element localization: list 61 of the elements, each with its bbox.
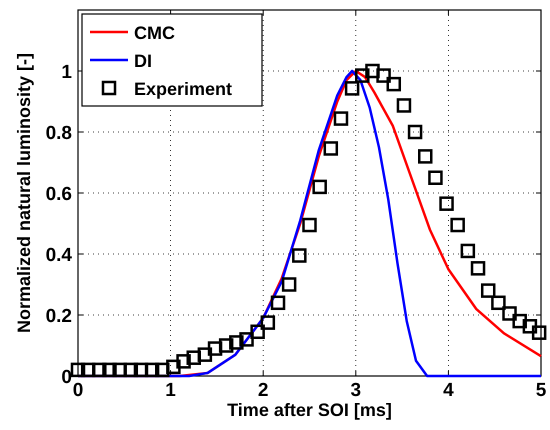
point [144, 362, 160, 378]
point [396, 98, 412, 113]
point [439, 196, 454, 211]
point [470, 261, 486, 276]
point [102, 362, 117, 378]
point [365, 64, 380, 78]
point [450, 218, 465, 232]
point [522, 319, 538, 334]
x-tick-label: 2 [258, 380, 268, 401]
point [198, 347, 212, 362]
x-tick-label: 1 [165, 380, 176, 401]
point [186, 350, 201, 365]
point [239, 332, 254, 347]
point [92, 362, 107, 378]
y-tick-label: 0.8 [46, 123, 72, 144]
point [250, 324, 265, 340]
point [344, 81, 360, 96]
legend-label: DI [134, 51, 152, 71]
point [282, 277, 296, 292]
point [229, 335, 244, 350]
point [218, 338, 234, 353]
point [292, 248, 307, 263]
point [80, 362, 96, 378]
x-tick-label: 5 [536, 380, 547, 401]
point [428, 170, 443, 185]
point [408, 124, 422, 140]
y-tick-label: 0.4 [46, 245, 72, 266]
point [176, 354, 191, 369]
x-tick-label: 3 [350, 380, 362, 401]
point [491, 296, 506, 310]
y-tick-label: 0 [61, 367, 72, 388]
y-tick-label: 0.6 [46, 184, 72, 205]
point [460, 244, 476, 258]
point [334, 111, 348, 126]
point [512, 314, 527, 328]
y-tick-label: 0.2 [46, 306, 72, 327]
point [502, 306, 517, 321]
point [112, 362, 127, 378]
point [418, 149, 432, 164]
point [155, 362, 170, 378]
point [376, 68, 391, 83]
y-axis-title: Normalized natural luminosity [-] [14, 52, 34, 334]
legend-label: CMC [134, 23, 175, 43]
x-axis-title: Time after SOI [ms] [227, 400, 392, 420]
point [124, 362, 138, 378]
point [324, 141, 338, 156]
point [70, 362, 86, 378]
point [166, 360, 181, 374]
point [480, 283, 496, 298]
point [270, 296, 286, 310]
x-tick-label: 4 [443, 380, 454, 401]
point [532, 325, 546, 340]
legend-label: Experiment [134, 79, 232, 99]
y-tick-label: 1 [61, 62, 72, 83]
point [386, 76, 402, 92]
point [312, 180, 327, 194]
point [355, 68, 370, 83]
point [134, 362, 148, 378]
point [260, 315, 276, 330]
point [302, 218, 317, 232]
point [208, 341, 222, 356]
